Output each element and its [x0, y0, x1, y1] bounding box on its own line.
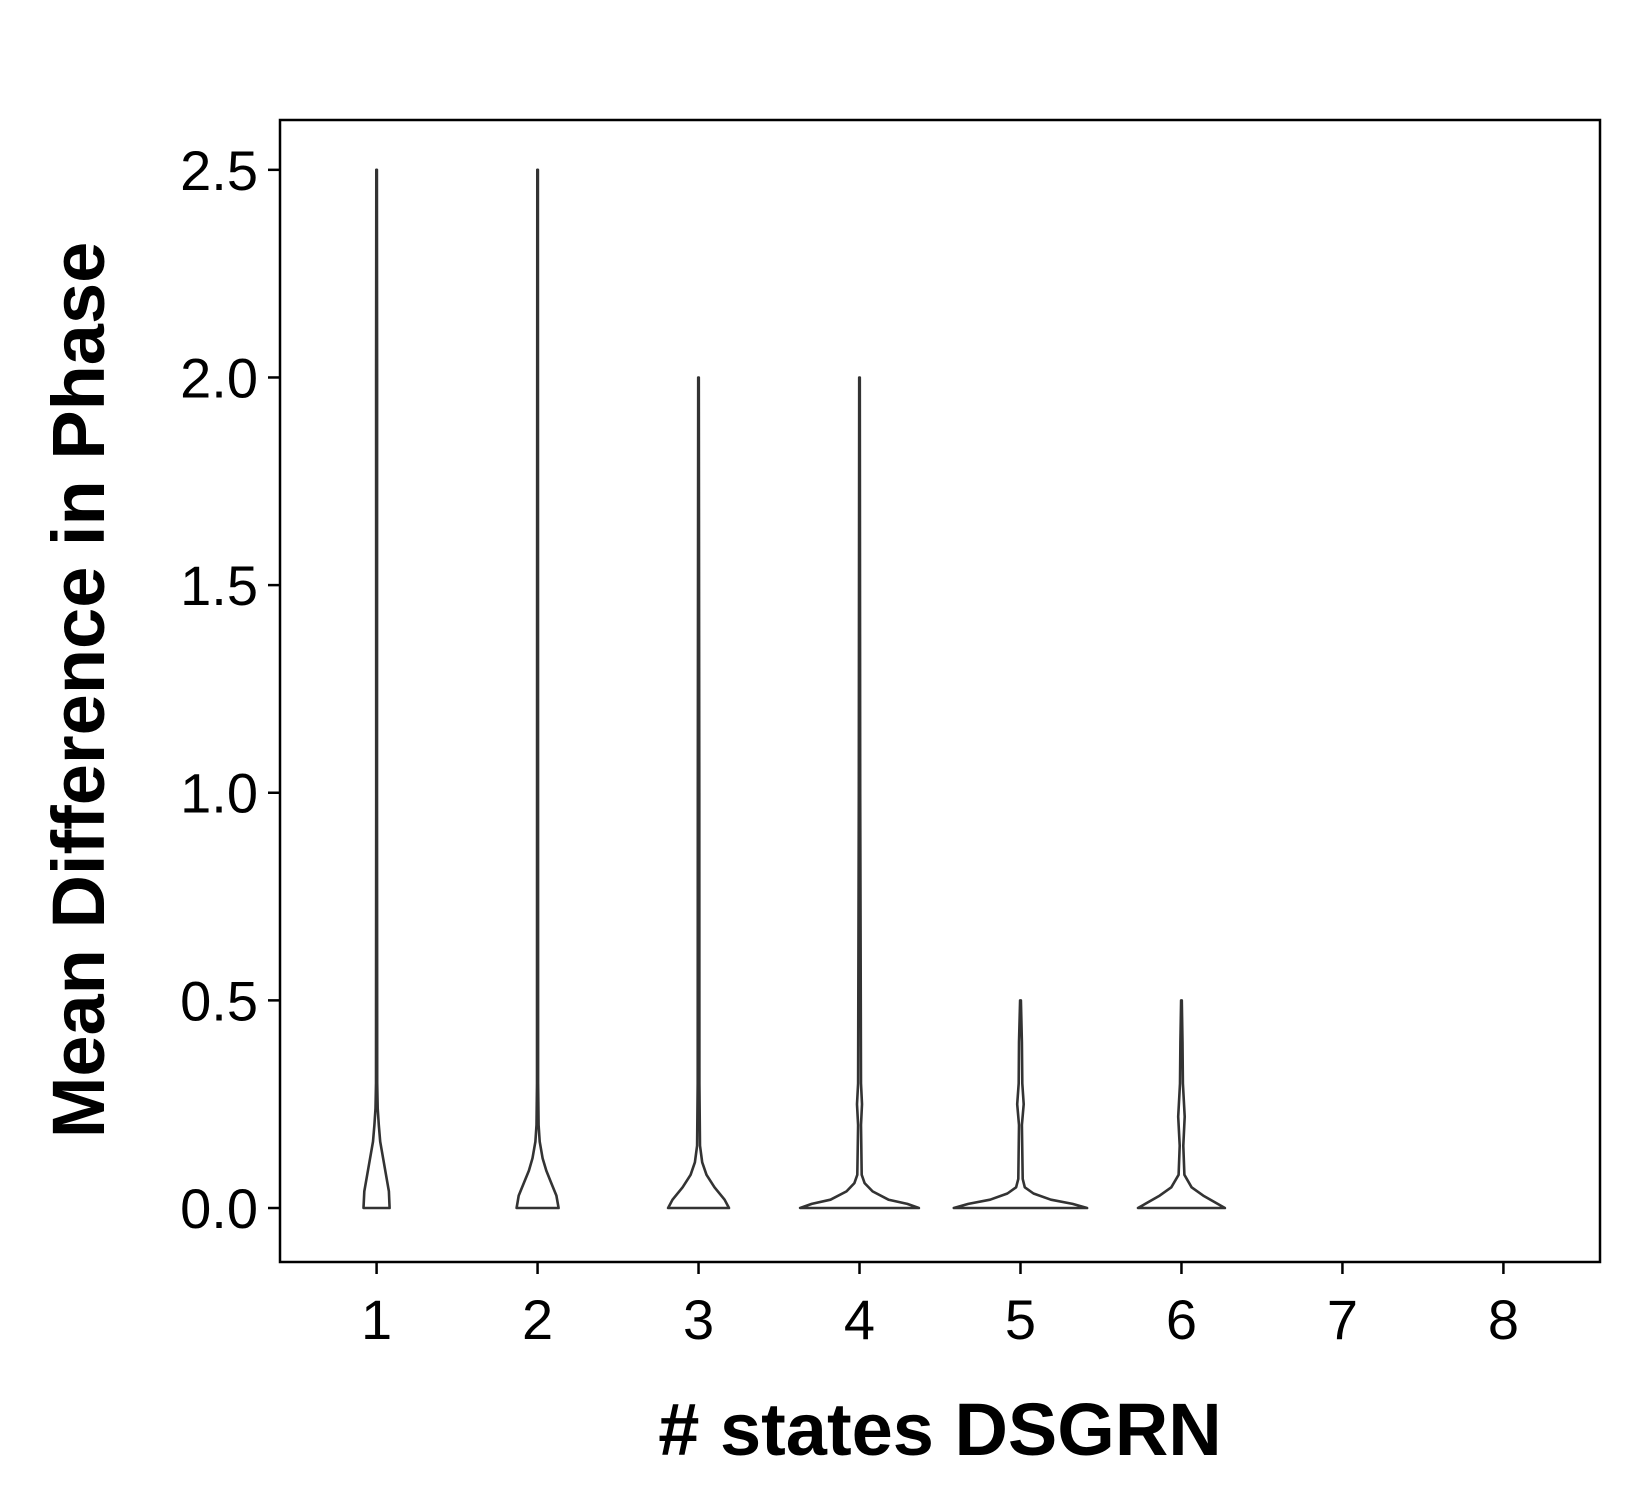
x-tick-label: 3 [683, 1288, 714, 1351]
y-tick-label: 1.0 [180, 762, 258, 825]
violin-4 [798, 376, 921, 1210]
y-tick-label: 2.5 [180, 139, 258, 202]
y-tick-label: 1.5 [180, 554, 258, 617]
x-axis: 1 2 3 4 5 6 7 8 [361, 1262, 1519, 1351]
violin-6 [1136, 999, 1227, 1210]
y-tick-label: 0.5 [180, 969, 258, 1032]
x-tick-label: 7 [1327, 1288, 1358, 1351]
violin-3 [666, 376, 731, 1210]
y-axis-title: Mean Difference in Phase [37, 242, 120, 1139]
y-tick-label: 2.0 [180, 346, 258, 409]
x-axis-title: # states DSGRN [658, 1388, 1221, 1471]
x-tick-label: 4 [844, 1288, 875, 1351]
x-tick-label: 8 [1488, 1288, 1519, 1351]
violin-series [362, 168, 1227, 1210]
x-tick-label: 5 [1005, 1288, 1036, 1351]
violin-2 [515, 168, 560, 1210]
x-tick-label: 1 [361, 1288, 392, 1351]
x-tick-label: 6 [1166, 1288, 1197, 1351]
y-tick-label: 0.0 [180, 1177, 258, 1240]
plot-panel-border [278, 118, 1602, 1264]
x-tick-label: 2 [522, 1288, 553, 1351]
violin-1 [362, 168, 391, 1210]
violin-5 [952, 999, 1089, 1210]
y-axis: 0.0 0.5 1.0 1.5 2.0 2.5 [180, 139, 280, 1240]
